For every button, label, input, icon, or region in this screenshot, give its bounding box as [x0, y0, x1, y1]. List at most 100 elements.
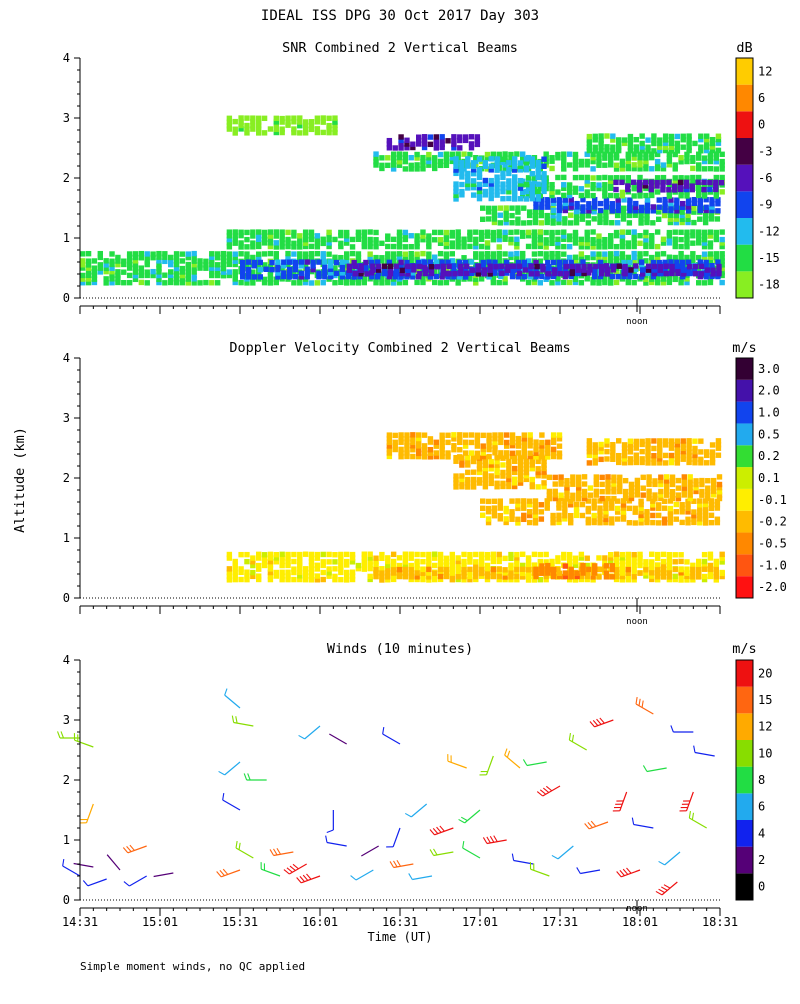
- data-cell: [450, 552, 455, 557]
- data-cell: [453, 156, 458, 161]
- data-cell: [615, 220, 620, 225]
- data-cell: [588, 485, 593, 490]
- data-cell: [580, 513, 585, 518]
- wind-barb: [390, 860, 413, 867]
- colorbar-label: -18: [758, 278, 780, 292]
- data-cell: [467, 567, 472, 572]
- data-cell: [556, 513, 561, 518]
- data-cell: [708, 567, 713, 572]
- data-cell: [403, 230, 408, 235]
- data-cell: [638, 499, 643, 504]
- barb-flag: [572, 735, 573, 742]
- data-cell: [279, 116, 284, 121]
- data-cell: [669, 264, 674, 269]
- data-cell: [432, 552, 437, 557]
- data-cell: [633, 506, 638, 511]
- data-cell: [655, 175, 660, 180]
- data-cell: [524, 459, 529, 464]
- data-cell: [367, 237, 372, 242]
- data-cell: [652, 492, 657, 497]
- data-cell: [467, 230, 472, 235]
- data-cell: [657, 197, 662, 202]
- barb-flag: [483, 837, 487, 843]
- colorbar-swatch: [736, 271, 753, 298]
- data-cell: [690, 166, 695, 171]
- data-cell: [579, 237, 584, 242]
- data-cell: [660, 180, 665, 185]
- data-cell: [582, 474, 587, 479]
- data-cell: [409, 233, 414, 238]
- data-cell: [465, 477, 470, 482]
- data-cell: [684, 559, 689, 564]
- data-cell: [649, 233, 654, 238]
- barb-flag: [63, 859, 64, 866]
- data-cell: [535, 466, 540, 471]
- y-tick-label: 4: [63, 351, 70, 365]
- data-cell: [582, 489, 587, 494]
- data-cell: [426, 251, 431, 256]
- data-cell: [432, 237, 437, 242]
- barb-flag: [236, 716, 237, 723]
- y-tick-label: 3: [63, 411, 70, 425]
- data-cell: [641, 492, 646, 497]
- barb-flag: [220, 870, 225, 875]
- colorbar-swatch: [736, 576, 753, 598]
- data-cell: [410, 432, 415, 437]
- data-cell: [558, 493, 563, 498]
- data-cell: [514, 151, 519, 156]
- data-cell: [596, 175, 601, 180]
- data-cell: [620, 552, 625, 557]
- data-cell: [428, 142, 433, 147]
- barb-flag: [487, 837, 491, 843]
- data-cell: [92, 265, 97, 270]
- data-cell: [555, 189, 560, 194]
- data-cell: [246, 259, 251, 264]
- data-cell: [585, 175, 590, 180]
- data-cell: [611, 474, 616, 479]
- wind-barb: [448, 754, 467, 768]
- data-cell: [438, 152, 443, 157]
- data-cell: [321, 130, 326, 135]
- barb-flag: [591, 821, 596, 826]
- data-cell: [391, 552, 396, 557]
- data-cell: [714, 251, 719, 256]
- data-cell: [450, 567, 455, 572]
- data-cell: [530, 477, 535, 482]
- data-cell: [509, 205, 514, 210]
- barb-flag: [287, 868, 292, 872]
- data-cell: [520, 567, 525, 572]
- data-cell: [434, 259, 439, 264]
- data-cell: [409, 163, 414, 168]
- data-cell: [639, 260, 644, 265]
- data-cell: [297, 552, 302, 557]
- data-cell: [227, 566, 232, 571]
- data-cell: [628, 456, 633, 461]
- wind-barb: [617, 868, 640, 877]
- data-cell: [634, 144, 639, 149]
- data-cell: [617, 475, 622, 480]
- data-cell: [321, 570, 326, 575]
- data-cell: [675, 438, 680, 443]
- data-cell: [627, 260, 632, 265]
- data-cell: [593, 264, 598, 269]
- data-cell: [498, 205, 503, 210]
- data-cell: [315, 563, 320, 568]
- data-cell: [209, 280, 214, 285]
- colorbar-label: 2: [758, 853, 765, 867]
- data-cell: [461, 237, 466, 242]
- data-cell: [690, 251, 695, 256]
- x-tick-label: 17:01: [462, 915, 498, 929]
- data-cell: [622, 442, 627, 447]
- data-cell: [530, 171, 535, 176]
- colorbar-label: -0.5: [758, 536, 787, 550]
- data-cell: [434, 450, 439, 455]
- data-cell: [652, 264, 657, 269]
- data-cell: [215, 262, 220, 267]
- data-cell: [708, 574, 713, 579]
- data-cell: [561, 182, 566, 187]
- data-cell: [268, 126, 273, 131]
- data-cell: [539, 563, 544, 568]
- data-cell: [520, 251, 525, 256]
- data-cell: [698, 449, 703, 454]
- data-cell: [646, 264, 651, 269]
